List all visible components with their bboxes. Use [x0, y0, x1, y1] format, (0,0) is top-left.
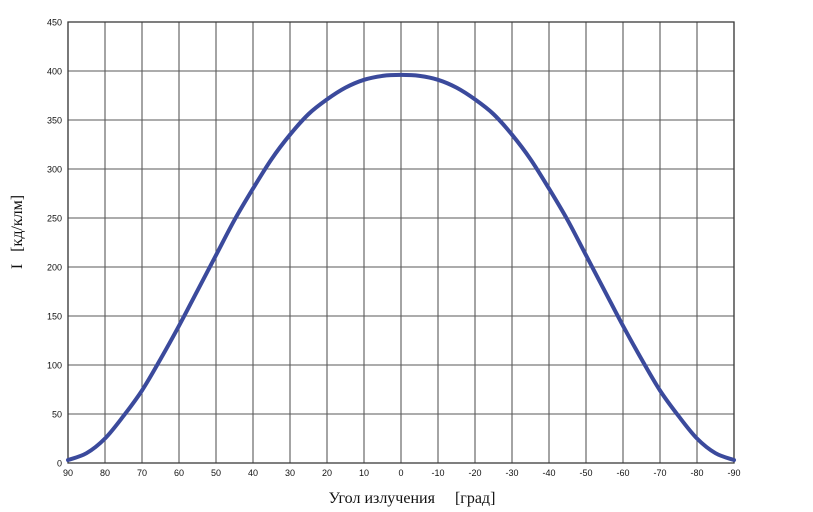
- y-tick-label: 450: [47, 18, 62, 28]
- y-tick-label: 400: [47, 67, 62, 77]
- x-tick-label: 40: [248, 468, 258, 478]
- grid: [67, 21, 735, 464]
- tick-labels: 90 80 70 60 50 40 30 20 10 0 -10 -20 -30 -40 -50 -60 -70…: [47, 18, 741, 479]
- x-tick-label: -60: [616, 468, 629, 478]
- x-tick-label: 0: [398, 468, 403, 478]
- x-tick-label: 50: [211, 468, 221, 478]
- x-tick-label: -80: [690, 468, 703, 478]
- x-tick-label: 20: [322, 468, 332, 478]
- x-tick-label: -70: [653, 468, 666, 478]
- x-tick-label: -50: [579, 468, 592, 478]
- x-tick-label: -10: [431, 468, 444, 478]
- x-tick-label: 70: [137, 468, 147, 478]
- y-tick-label: 150: [47, 312, 62, 322]
- x-tick-label: 80: [100, 468, 110, 478]
- y-tick-label: 350: [47, 116, 62, 126]
- x-axis-title: Угол излучения [град]: [329, 490, 496, 507]
- y-tick-label: 50: [52, 410, 62, 420]
- series: [66, 72, 736, 463]
- x-tick-label: 60: [174, 468, 184, 478]
- y-tick-label: 250: [47, 214, 62, 224]
- x-tick-label: -20: [468, 468, 481, 478]
- x-tick-label: -40: [542, 468, 555, 478]
- x-tick-label: 10: [359, 468, 369, 478]
- y-tick-label: 200: [47, 263, 62, 273]
- x-tick-label: -90: [727, 468, 740, 478]
- y-tick-label: 0: [57, 459, 62, 469]
- series-line: [66, 72, 736, 463]
- x-tick-label: 90: [63, 468, 73, 478]
- y-tick-label: 300: [47, 165, 62, 175]
- y-axis-title: I [кд/клм]: [9, 195, 26, 269]
- y-tick-label: 100: [47, 361, 62, 371]
- plot-frame: [67, 21, 735, 464]
- x-tick-label: -30: [505, 468, 518, 478]
- x-tick-label: 30: [285, 468, 295, 478]
